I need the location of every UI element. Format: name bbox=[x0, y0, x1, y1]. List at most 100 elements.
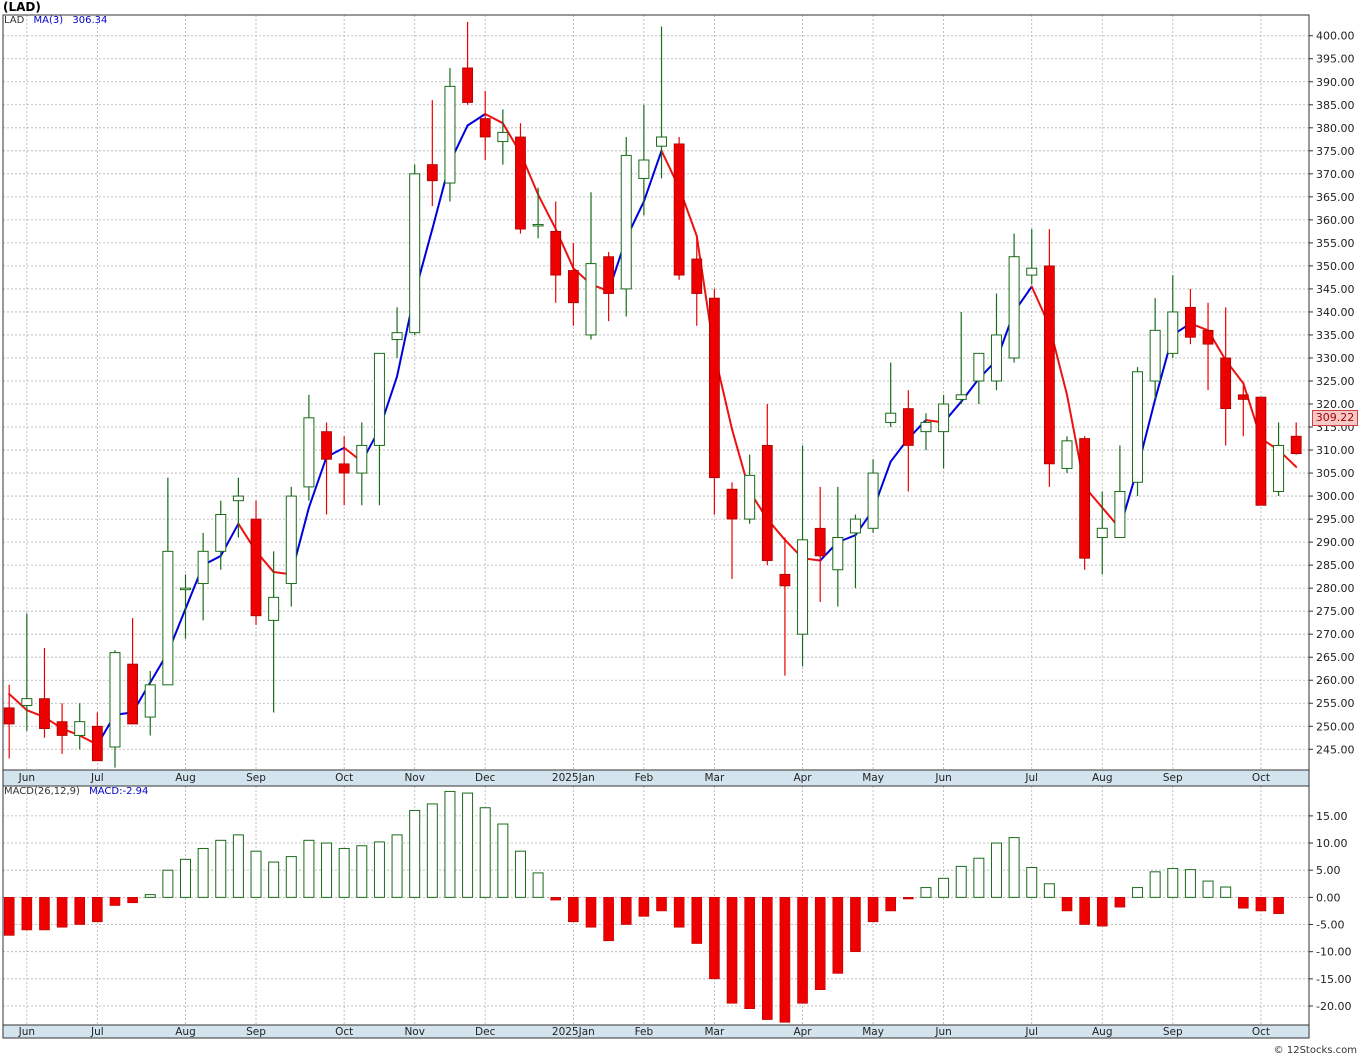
candle-body bbox=[797, 539, 809, 635]
candle-body bbox=[1061, 440, 1073, 469]
macd-bar-positive bbox=[938, 877, 950, 898]
candle-body bbox=[515, 136, 526, 230]
candle-body bbox=[109, 652, 121, 748]
candle-body bbox=[479, 118, 491, 138]
macd-bar-negative bbox=[867, 897, 879, 923]
macd-bar-positive bbox=[1202, 880, 1214, 898]
price-x-tick-label: Nov bbox=[404, 772, 425, 784]
macd-y-tick-label: -20.00 bbox=[1316, 1000, 1351, 1013]
candle-up bbox=[797, 445, 809, 667]
macd-bar-negative bbox=[1096, 897, 1108, 927]
macd-bar-positive bbox=[409, 809, 421, 898]
candle-body bbox=[744, 474, 756, 520]
candle-body bbox=[920, 421, 932, 433]
macd-bar-negative bbox=[726, 897, 738, 1004]
candle-body bbox=[814, 527, 826, 557]
candle-up bbox=[409, 164, 421, 335]
candle-body bbox=[232, 495, 244, 502]
candle-body bbox=[197, 550, 209, 585]
macd-legend: MACD(26,12,9) MACD:-2.94 bbox=[4, 786, 148, 797]
macd-bar-positive bbox=[303, 839, 315, 898]
macd-bar-negative bbox=[903, 897, 914, 900]
macd-bar-positive bbox=[1026, 866, 1038, 898]
candle-body bbox=[567, 270, 579, 304]
price-x-tick-label: Jul bbox=[90, 772, 104, 784]
candle-up bbox=[109, 650, 121, 768]
chart-title: (LAD) bbox=[3, 0, 41, 14]
ma-segment bbox=[466, 112, 487, 127]
macd-bar-positive bbox=[162, 869, 174, 898]
macd-bar-negative bbox=[656, 897, 667, 912]
candle-down bbox=[479, 90, 491, 161]
candle-body bbox=[162, 550, 174, 686]
macd-bar-positive bbox=[232, 834, 244, 898]
price-y-axis: 245.00 250.00 255.00 260.00 265.00 270.00 275.… bbox=[1309, 30, 1355, 756]
macd-bar-negative bbox=[39, 897, 50, 931]
macd-x-tick-label: Aug bbox=[175, 1026, 196, 1038]
macd-x-tick-label: Jul bbox=[90, 1026, 104, 1038]
candle-body bbox=[373, 352, 385, 446]
candle-up bbox=[1061, 436, 1073, 474]
candle-up bbox=[1114, 445, 1126, 539]
candle-up bbox=[162, 477, 174, 686]
macd-bar-negative bbox=[21, 897, 33, 931]
candle-body bbox=[620, 154, 632, 290]
macd-bar-negative bbox=[109, 897, 121, 906]
last-price-tag: 309.22 bbox=[1312, 410, 1358, 426]
candle-body bbox=[1096, 527, 1108, 539]
candle-up bbox=[444, 67, 456, 202]
candle-body bbox=[215, 513, 227, 552]
macd-y-tick-label: -5.00 bbox=[1316, 919, 1344, 932]
macd-bar-positive bbox=[955, 865, 967, 898]
candle-body bbox=[426, 164, 438, 182]
candle-up bbox=[1132, 367, 1144, 497]
price-x-tick-label: Oct bbox=[1252, 772, 1270, 784]
price-x-tick-label: Aug bbox=[175, 772, 196, 784]
candle-body bbox=[250, 518, 262, 617]
macd-bar-negative bbox=[885, 897, 897, 912]
panel-frames bbox=[2, 14, 1310, 1039]
macd-bar-positive bbox=[391, 834, 403, 898]
candle-body bbox=[285, 495, 297, 585]
macd-bar-negative bbox=[550, 897, 562, 901]
candle-body bbox=[938, 403, 950, 433]
candle-body bbox=[885, 412, 897, 423]
ma-segment bbox=[307, 455, 328, 509]
candle-body bbox=[1008, 256, 1020, 359]
candle-body bbox=[3, 707, 15, 725]
macd-bar-positive bbox=[373, 841, 385, 898]
macd-bar-negative bbox=[3, 897, 15, 936]
candle-body bbox=[532, 223, 544, 227]
macd-bar-negative bbox=[568, 897, 579, 923]
candle-body bbox=[74, 721, 86, 736]
price-y-tick-label: 400.00 bbox=[1316, 30, 1355, 43]
macd-bar-negative bbox=[74, 897, 86, 925]
candle-down bbox=[709, 288, 720, 515]
macd-bar-negative bbox=[850, 897, 861, 952]
macd-bar-positive bbox=[920, 887, 932, 898]
macd-bar-negative bbox=[1079, 897, 1090, 925]
macd-bar-positive bbox=[1220, 886, 1232, 898]
macd-x-tick-label: Oct bbox=[1252, 1026, 1270, 1038]
macd-bar-positive bbox=[462, 792, 474, 898]
macd-bar-positive bbox=[180, 858, 191, 898]
macd-x-tick-label: 2025Jan bbox=[552, 1026, 595, 1038]
macd-x-tick-label: Sep bbox=[1163, 1026, 1183, 1038]
macd-bar-positive bbox=[250, 850, 262, 898]
candle-down bbox=[1079, 436, 1091, 570]
price-x-tick-label: Sep bbox=[1163, 772, 1183, 784]
macd-bar-negative bbox=[1114, 897, 1126, 908]
credit-text: © 12Stocks.com bbox=[1273, 1045, 1357, 1056]
price-x-tick-label: Apr bbox=[793, 772, 812, 784]
macd-x-tick-label: Sep bbox=[246, 1026, 266, 1038]
macd-bar-positive bbox=[497, 823, 509, 898]
candle-up bbox=[74, 703, 86, 750]
candle-body bbox=[1237, 394, 1249, 400]
macd-bar-negative bbox=[814, 897, 826, 990]
macd-bar-negative bbox=[1255, 897, 1267, 912]
macd-bar-negative bbox=[744, 897, 755, 1010]
candle-body bbox=[462, 67, 473, 103]
macd-x-tick-label: May bbox=[862, 1026, 884, 1038]
price-x-tick-label: Feb bbox=[635, 772, 654, 784]
